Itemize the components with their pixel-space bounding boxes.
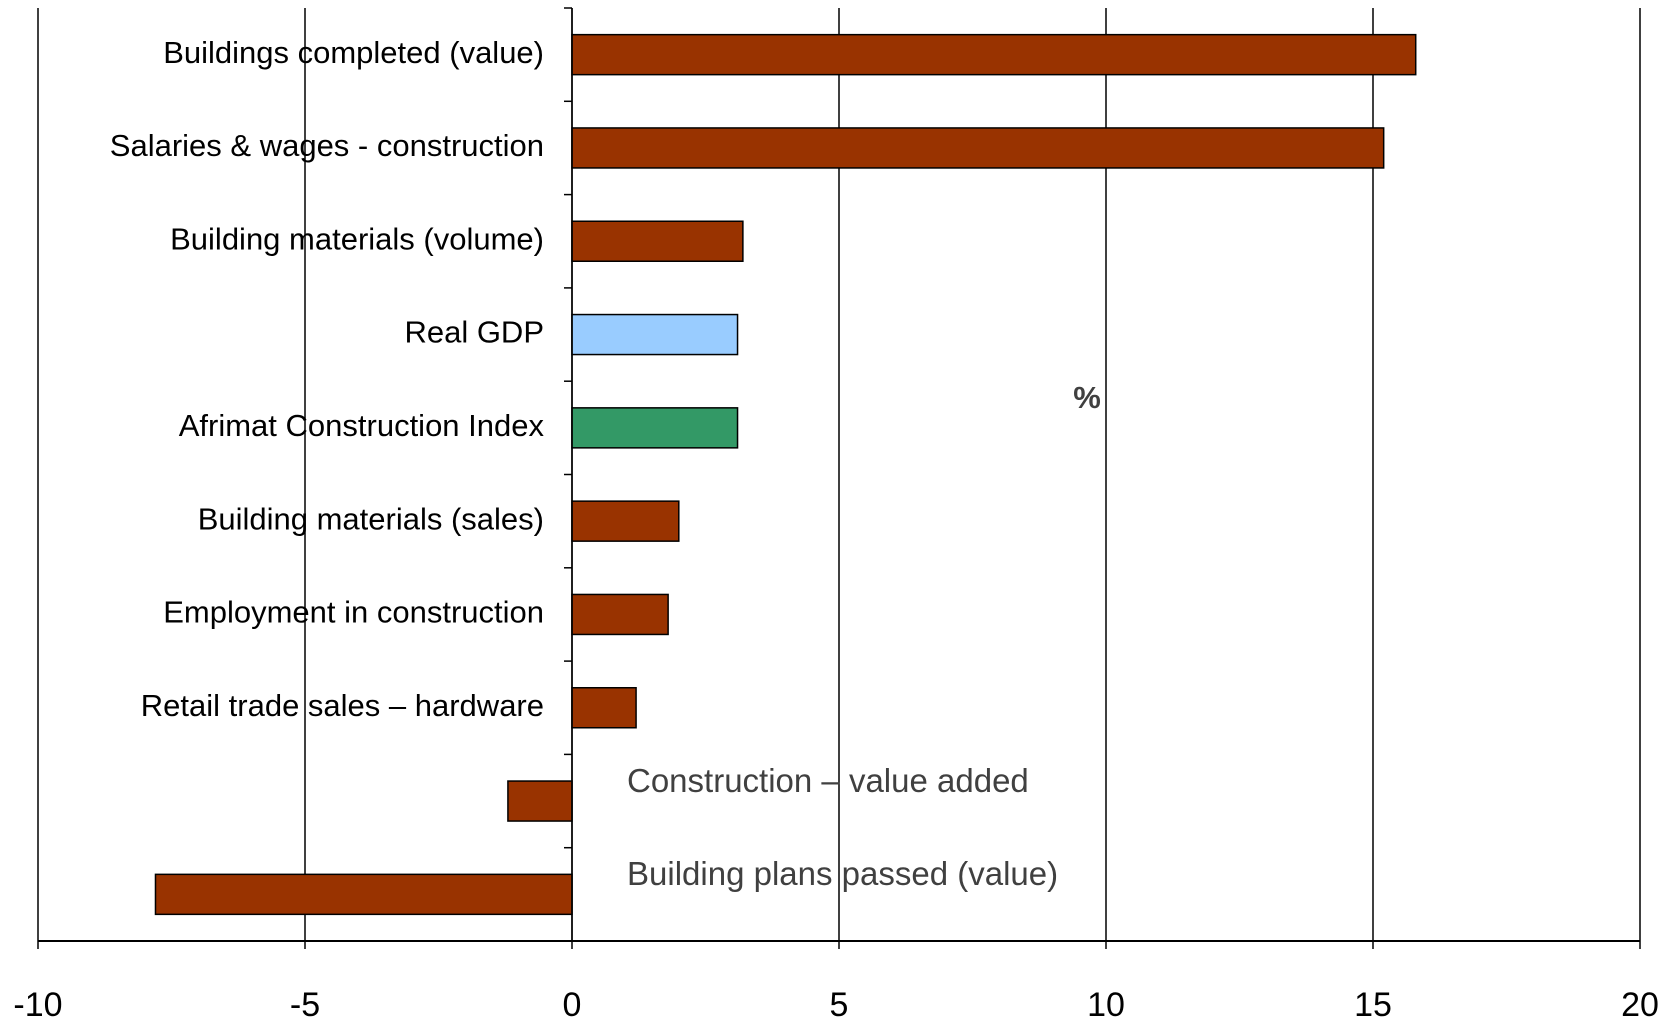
x-tick-label: 10 <box>1087 986 1125 1024</box>
bar <box>571 33 1417 76</box>
bar <box>571 500 680 542</box>
bar <box>571 407 739 449</box>
bar <box>507 780 573 822</box>
category-label: Afrimat Construction Index <box>179 408 545 443</box>
x-axis-label: % <box>1073 380 1101 415</box>
category-label: Construction – value added <box>627 762 1029 799</box>
category-label: Salaries & wages - construction <box>110 128 544 163</box>
category-label: Building materials (sales) <box>198 501 544 536</box>
bar <box>571 593 669 636</box>
bar <box>154 873 573 916</box>
x-tick-label: 0 <box>563 986 582 1024</box>
x-tick-label: -10 <box>13 986 62 1024</box>
category-label: Real GDP <box>404 315 544 350</box>
bar <box>571 687 637 729</box>
x-tick-label: 20 <box>1621 986 1659 1024</box>
x-tick-label: -5 <box>290 986 320 1024</box>
x-tick-label: 15 <box>1354 986 1392 1024</box>
category-label: Building materials (volume) <box>170 221 544 256</box>
category-label: Buildings completed (value) <box>163 35 544 70</box>
category-label: Employment in construction <box>163 595 544 630</box>
bar <box>571 127 1385 169</box>
bar <box>571 220 744 262</box>
category-label: Retail trade sales – hardware <box>141 688 544 723</box>
category-label: Building plans passed (value) <box>627 855 1058 892</box>
bar <box>571 313 739 356</box>
x-tick-label: 5 <box>830 986 849 1024</box>
